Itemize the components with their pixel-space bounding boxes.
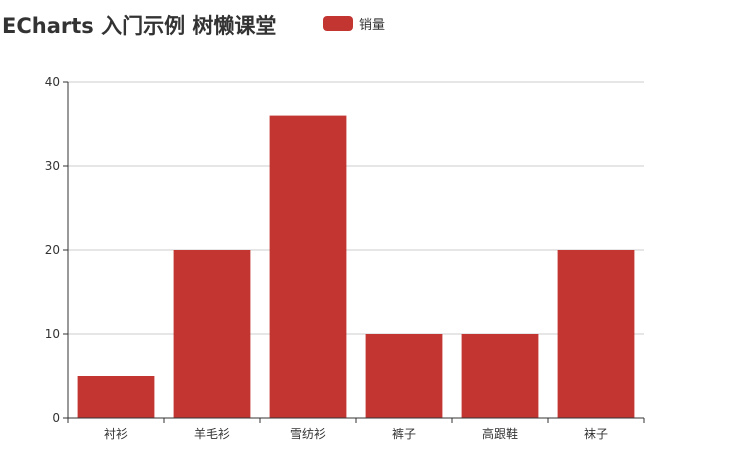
axes: 0 10 20 30 40 衬衫 羊毛衫 雪纺衫 裤子 高跟鞋 袜子 <box>45 75 645 441</box>
bar-1 <box>173 250 251 418</box>
y-tick-label-0: 0 <box>52 411 60 425</box>
bar-3 <box>365 334 443 418</box>
y-tick-label-20: 20 <box>45 243 60 257</box>
x-tick-label-0: 衬衫 <box>104 427 128 441</box>
bar-0 <box>77 376 155 418</box>
legend-swatch <box>323 16 353 31</box>
x-tick-label-1: 羊毛衫 <box>194 426 230 441</box>
bar-4 <box>461 334 539 418</box>
chart-title: ECharts 入门示例 树懒课堂 <box>2 14 277 38</box>
y-tick-label-10: 10 <box>45 327 60 341</box>
bar-2 <box>269 115 347 418</box>
legend-label: 销量 <box>359 18 386 33</box>
x-tick-label-4: 高跟鞋 <box>482 426 518 441</box>
bars <box>77 115 635 418</box>
y-tick-label-40: 40 <box>45 75 60 89</box>
grid-lines <box>68 81 644 335</box>
x-tick-label-2: 雪纺衫 <box>290 427 326 441</box>
x-tick-label-5: 袜子 <box>584 427 608 441</box>
x-tick-label-3: 裤子 <box>392 427 416 441</box>
bar-5 <box>557 250 635 418</box>
y-tick-label-30: 30 <box>45 159 60 173</box>
legend[interactable]: 销量 <box>323 14 385 33</box>
